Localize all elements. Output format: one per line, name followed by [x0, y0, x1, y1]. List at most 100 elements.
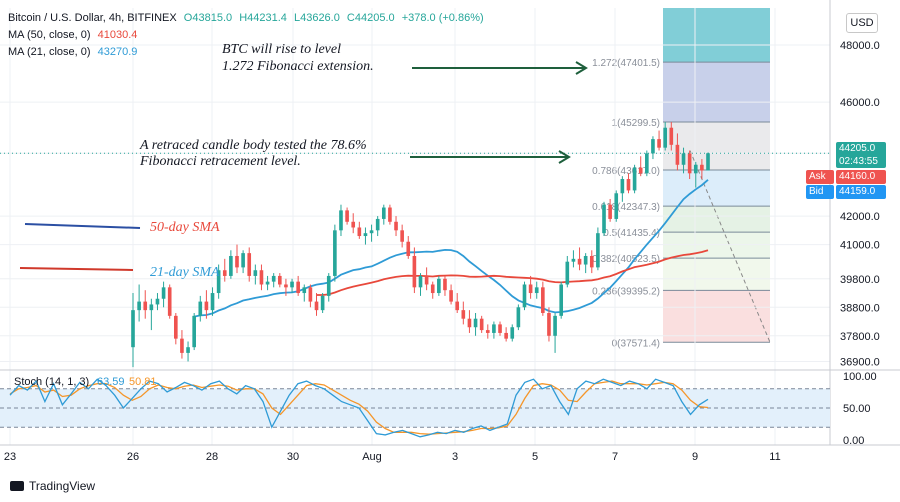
candle-body	[131, 310, 135, 348]
candle-body	[406, 241, 411, 256]
countdown-timer: 02:43:55	[839, 156, 878, 167]
low-value: L43626.0	[293, 12, 340, 24]
sma21-marker-line	[19, 267, 134, 271]
candle-body	[541, 287, 545, 313]
stoch-tick-label: 0.00	[843, 435, 864, 447]
arrow-to-retracement	[410, 150, 571, 164]
price-tick-label: 36900.0	[840, 356, 880, 368]
ma21-line	[194, 179, 709, 318]
price-tick-label: 39800.0	[840, 274, 880, 286]
time-tick-label: 7	[612, 451, 618, 463]
candle-body	[388, 207, 392, 222]
close-value: C44205.0	[346, 12, 395, 24]
candle-body	[449, 290, 453, 302]
candle-body	[277, 275, 282, 285]
candle-body	[418, 275, 423, 288]
fib-level-label: 0.786(43617.0)	[592, 166, 660, 177]
price-tick-label: 42000.0	[840, 211, 880, 223]
ma21-legend[interactable]: MA (21, close, 0) 43270.9	[8, 46, 141, 58]
time-tick-label: 11	[769, 451, 780, 463]
candle-body	[167, 287, 172, 316]
fib-level-label: 0(37571.4)	[612, 338, 660, 349]
stochastic-pane: 100.00 50.00 0.00 Stoch (14, 1, 3) 63.59 50.8…	[0, 371, 877, 447]
candle-body	[180, 338, 184, 353]
candle-body	[583, 255, 588, 265]
candle-body	[161, 287, 166, 299]
fib-level-label: 0.618(42347.3)	[592, 202, 660, 213]
candle-body	[596, 233, 600, 268]
candle-body	[229, 255, 233, 276]
candle-body	[369, 230, 374, 234]
fib-level-label: 1(45299.5)	[612, 118, 660, 129]
candle-body	[687, 153, 692, 174]
bid-label: Bid	[806, 185, 834, 199]
stoch-legend-label: Stoch (14, 1, 3)	[14, 376, 89, 388]
drawings[interactable]: BTC will rise to level 1.272 Fibonacci ex…	[19, 42, 588, 280]
stoch-tick-label: 100.00	[843, 371, 877, 383]
candle-body	[492, 324, 496, 333]
candle-body	[186, 347, 190, 353]
candle-body	[210, 293, 215, 311]
candle-body	[651, 139, 655, 154]
candle-body	[222, 270, 227, 276]
candle-body	[675, 144, 680, 165]
candle-body	[314, 301, 319, 311]
fib-level-label: 0.5(41435.4)	[603, 228, 660, 239]
ma50-line	[316, 249, 709, 296]
ma50-legend[interactable]: MA (50, close, 0) 41030.4	[8, 29, 141, 41]
high-value: H44231.4	[239, 12, 287, 24]
candle-body	[351, 221, 356, 228]
candle-body	[528, 284, 533, 294]
ask-value: 44160.0	[836, 170, 886, 184]
sma50-marker-line	[24, 223, 141, 229]
currency-button[interactable]: USD	[846, 13, 878, 33]
ma21-label: MA (21, close, 0)	[8, 46, 91, 58]
fib-zone	[663, 62, 770, 123]
fib-zone	[663, 290, 770, 343]
time-tick-label: 26	[127, 451, 139, 463]
candle-body	[681, 153, 686, 165]
candle-body	[559, 284, 564, 316]
candle-body	[394, 221, 398, 231]
candle-body	[614, 193, 619, 219]
candle-body	[700, 164, 704, 171]
time-axis: 23 26 28 30 Aug 3 5 7 9 11	[0, 444, 900, 463]
candle-body	[510, 327, 515, 339]
candle-body	[620, 179, 625, 194]
tradingview-logo-icon	[10, 481, 24, 491]
stoch-tick-label: 50.00	[843, 403, 871, 415]
candle-body	[473, 318, 478, 328]
fibonacci-tool[interactable]: 1.272(47401.5) 1(45299.5) 0.786(43617.0) 0.…	[592, 8, 771, 349]
candle-body	[137, 301, 141, 311]
time-tick-label: 23	[4, 451, 16, 463]
annotation-retrace-line1: A retraced candle body tested the 78.6%	[139, 138, 367, 153]
fib-zone	[663, 8, 770, 63]
candles	[0, 122, 830, 368]
time-tick-label: Aug	[362, 451, 382, 463]
candle-body	[602, 204, 606, 234]
stoch-d-line	[9, 380, 709, 435]
candle-body	[271, 275, 276, 282]
time-tick-label: 3	[452, 451, 458, 463]
candle-body	[381, 207, 386, 219]
open-value: O43815.0	[183, 12, 233, 24]
candle-body	[461, 310, 466, 319]
symbol-name: Bitcoin / U.S. Dollar, 4h, BITFINEX	[8, 12, 177, 24]
stoch-k-value: 63.59	[97, 376, 125, 388]
candle-body	[455, 301, 460, 311]
tradingview-brand[interactable]: TradingView	[10, 479, 95, 493]
annotation-btc-rise-line1: BTC will rise to level	[222, 42, 341, 57]
candle-body	[589, 255, 594, 268]
candle-body	[430, 284, 435, 294]
moving-averages	[194, 179, 709, 318]
time-tick-label: 28	[206, 451, 218, 463]
candle-body	[235, 255, 239, 268]
time-tick-label: 30	[287, 451, 299, 463]
fib-zone	[663, 169, 770, 207]
candle-body	[149, 304, 154, 311]
candle-body	[626, 179, 631, 191]
candle-body	[485, 330, 490, 333]
ma50-label: MA (50, close, 0)	[8, 29, 91, 41]
candle-body	[663, 127, 667, 148]
